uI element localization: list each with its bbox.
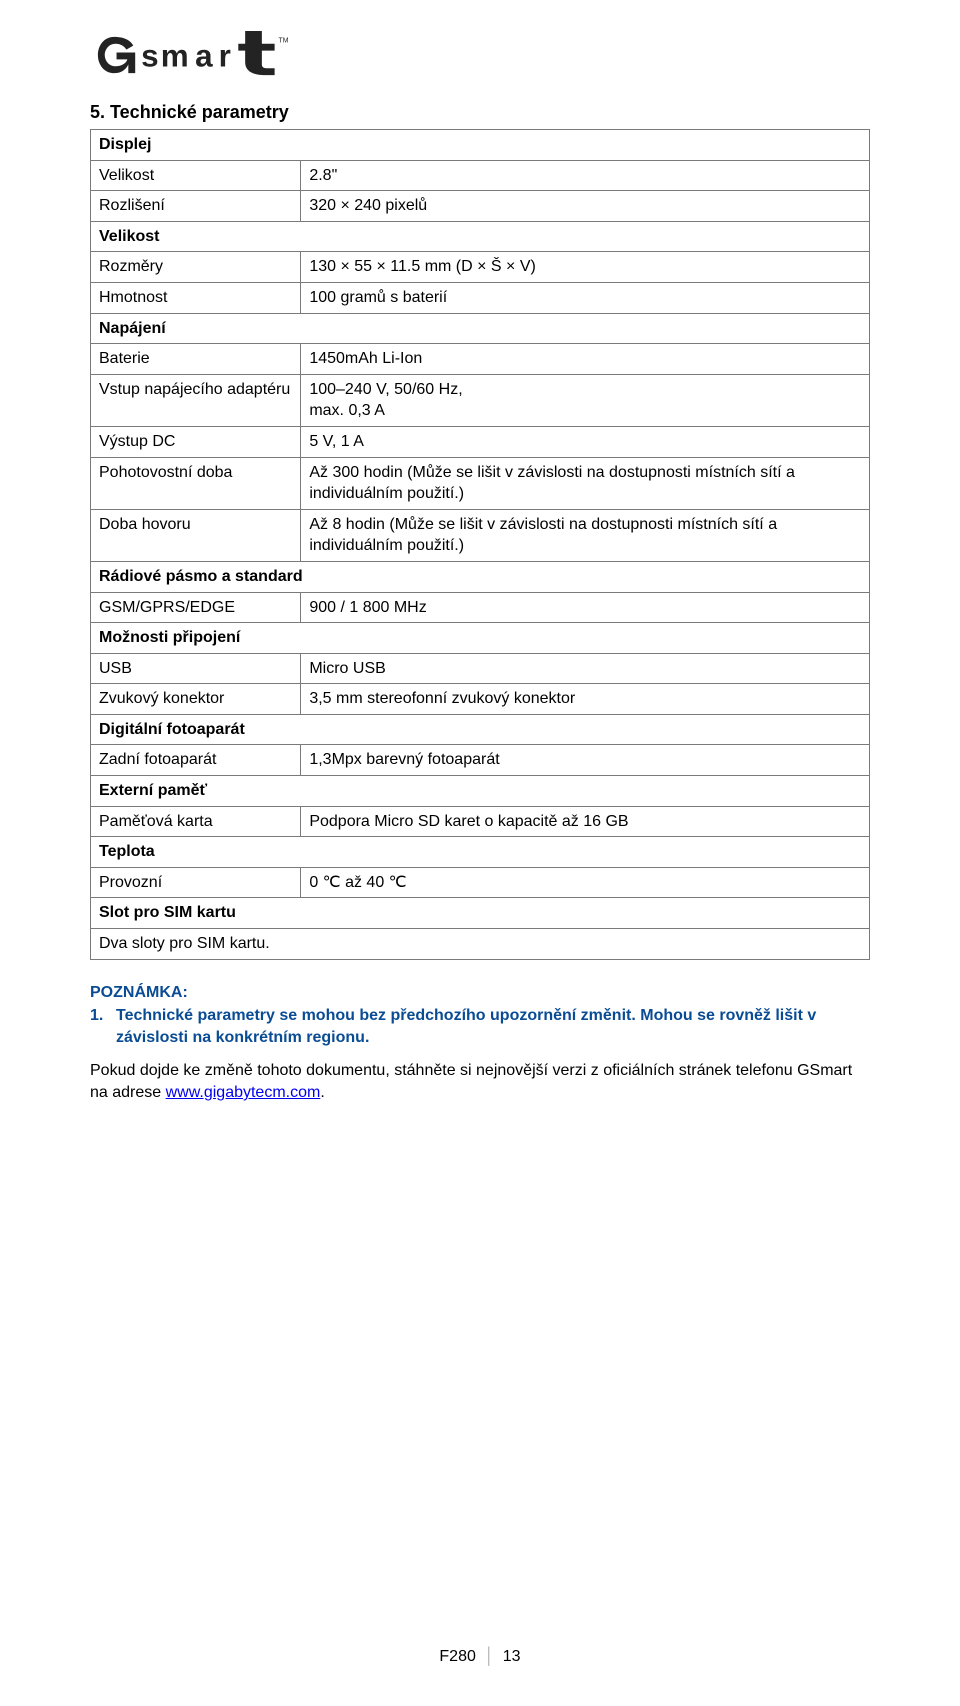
logo: s m a r TM xyxy=(90,28,870,82)
spec-group-header: Digitální fotoaparát xyxy=(91,714,870,745)
spec-value: 900 / 1 800 MHz xyxy=(301,592,870,623)
spec-label: Paměťová karta xyxy=(91,806,301,837)
spec-group-header: Rádiové pásmo a standard xyxy=(91,561,870,592)
spec-label: USB xyxy=(91,653,301,684)
spec-value: 5 V, 1 A xyxy=(301,426,870,457)
spec-value: 0 ℃ až 40 ℃ xyxy=(301,867,870,898)
spec-group-header: Velikost xyxy=(91,221,870,252)
spec-label: Výstup DC xyxy=(91,426,301,457)
spec-value: 100 gramů s baterií xyxy=(301,282,870,313)
spec-group-header: Teplota xyxy=(91,837,870,868)
doc-paragraph: Pokud dojde ke změně tohoto dokumentu, s… xyxy=(90,1060,870,1103)
spec-group-header: Napájení xyxy=(91,313,870,344)
footer-page: 13 xyxy=(503,1648,521,1665)
spec-label: Zadní fotoaparát xyxy=(91,745,301,776)
spec-label: Zvukový konektor xyxy=(91,684,301,715)
section-title: 5. Technické parametry xyxy=(90,102,870,123)
note-item-text: Technické parametry se mohou bez předcho… xyxy=(116,1005,870,1048)
spec-label: Rozlišení xyxy=(91,191,301,222)
spec-value: Až 8 hodin (Může se lišit v závislosti n… xyxy=(301,509,870,561)
spec-group-header: Externí paměť xyxy=(91,776,870,807)
page-footer: F280 │ 13 xyxy=(0,1648,960,1666)
note-item: 1. Technické parametry se mohou bez před… xyxy=(90,1005,870,1048)
spec-label: Rozměry xyxy=(91,252,301,283)
spec-value: 2.8" xyxy=(301,160,870,191)
spec-value: 3,5 mm stereofonní zvukový konektor xyxy=(301,684,870,715)
spec-value: 320 × 240 pixelů xyxy=(301,191,870,222)
spec-group-header: Displej xyxy=(91,130,870,161)
spec-value: 1450mAh Li-Ion xyxy=(301,344,870,375)
website-link[interactable]: www.gigabytecm.com xyxy=(166,1084,321,1101)
spec-label: Doba hovoru xyxy=(91,509,301,561)
spec-full-row: Dva sloty pro SIM kartu. xyxy=(91,929,870,960)
spec-value: Až 300 hodin (Může se lišit v závislosti… xyxy=(301,457,870,509)
svg-text:s: s xyxy=(141,38,158,73)
spec-label: Baterie xyxy=(91,344,301,375)
spec-label: Vstup napájecího adaptéru xyxy=(91,374,301,426)
spec-group-header: Možnosti připojení xyxy=(91,623,870,654)
note-block: POZNÁMKA: 1. Technické parametry se moho… xyxy=(90,982,870,1104)
spec-value: 1,3Mpx barevný fotoaparát xyxy=(301,745,870,776)
spec-value: 130 × 55 × 11.5 mm (D × Š × V) xyxy=(301,252,870,283)
footer-model: F280 xyxy=(439,1648,475,1665)
para-after: . xyxy=(320,1084,324,1101)
spec-group-header: Slot pro SIM kartu xyxy=(91,898,870,929)
spec-label: Pohotovostní doba xyxy=(91,457,301,509)
spec-label: Hmotnost xyxy=(91,282,301,313)
svg-text:a: a xyxy=(195,38,213,73)
spec-label: Velikost xyxy=(91,160,301,191)
spec-value: Podpora Micro SD karet o kapacitě až 16 … xyxy=(301,806,870,837)
footer-separator: │ xyxy=(484,1648,494,1665)
note-title: POZNÁMKA: xyxy=(90,982,870,1004)
note-item-number: 1. xyxy=(90,1005,116,1048)
svg-text:m: m xyxy=(161,38,189,73)
spec-label: GSM/GPRS/EDGE xyxy=(91,592,301,623)
spec-value: Micro USB xyxy=(301,653,870,684)
spec-label: Provozní xyxy=(91,867,301,898)
spec-table: DisplejVelikost2.8"Rozlišení320 × 240 pi… xyxy=(90,129,870,960)
svg-text:r: r xyxy=(219,38,231,73)
svg-text:TM: TM xyxy=(279,38,289,45)
spec-value: 100–240 V, 50/60 Hz,max. 0,3 A xyxy=(301,374,870,426)
